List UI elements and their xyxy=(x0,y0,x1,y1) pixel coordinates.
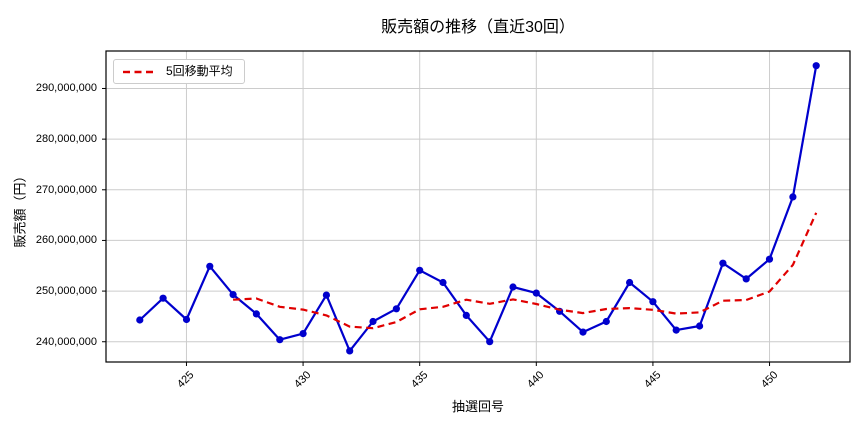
y-tick-label: 260,000,000 xyxy=(35,234,97,247)
chart-title: 販売額の推移（直近30回） xyxy=(381,19,575,36)
data-point-marker xyxy=(719,259,727,267)
y-tick-label: 280,000,000 xyxy=(35,133,97,146)
data-point-marker xyxy=(346,347,354,355)
y-tick-label: 290,000,000 xyxy=(35,82,97,95)
data-point-marker xyxy=(672,326,680,334)
data-point-marker xyxy=(392,305,400,313)
moving-average-line xyxy=(233,212,818,330)
sales-line xyxy=(139,65,818,352)
data-point-marker xyxy=(812,62,820,70)
data-point-marker xyxy=(252,310,260,318)
data-point-marker xyxy=(159,294,167,302)
data-point-marker xyxy=(486,338,494,346)
data-point-marker xyxy=(579,328,587,336)
data-point-marker xyxy=(509,283,517,291)
data-point-marker xyxy=(696,322,704,330)
data-point-marker xyxy=(182,315,191,324)
y-axis-label: 販売額（円） xyxy=(12,169,28,248)
y-tick-label: 240,000,000 xyxy=(35,335,97,348)
y-tick-label: 250,000,000 xyxy=(35,285,97,298)
data-point-marker xyxy=(626,278,634,287)
data-point-marker xyxy=(649,298,657,306)
data-point-marker xyxy=(765,255,774,263)
data-point-marker xyxy=(462,311,470,319)
data-point-marker xyxy=(416,266,424,274)
legend-item-label: 5回移動平均 xyxy=(166,64,233,78)
data-point-marker xyxy=(742,275,750,283)
data-point-marker xyxy=(369,317,377,326)
data-point-marker xyxy=(532,289,540,297)
data-point-marker xyxy=(206,262,214,270)
data-point-marker xyxy=(322,291,330,299)
data-point-marker xyxy=(229,291,237,299)
data-point-marker xyxy=(136,316,144,324)
y-tick-label: 270,000,000 xyxy=(35,183,97,196)
x-axis-label: 抽選回号 xyxy=(451,399,504,414)
plot-border xyxy=(105,50,851,363)
data-point-marker xyxy=(299,330,307,338)
data-point-marker xyxy=(789,193,797,201)
data-point-marker xyxy=(602,317,610,326)
legend: 5回移動平均 xyxy=(113,59,245,84)
legend-dash-sample-icon xyxy=(123,70,157,73)
data-point-marker xyxy=(439,278,447,287)
data-point-marker xyxy=(276,336,284,344)
